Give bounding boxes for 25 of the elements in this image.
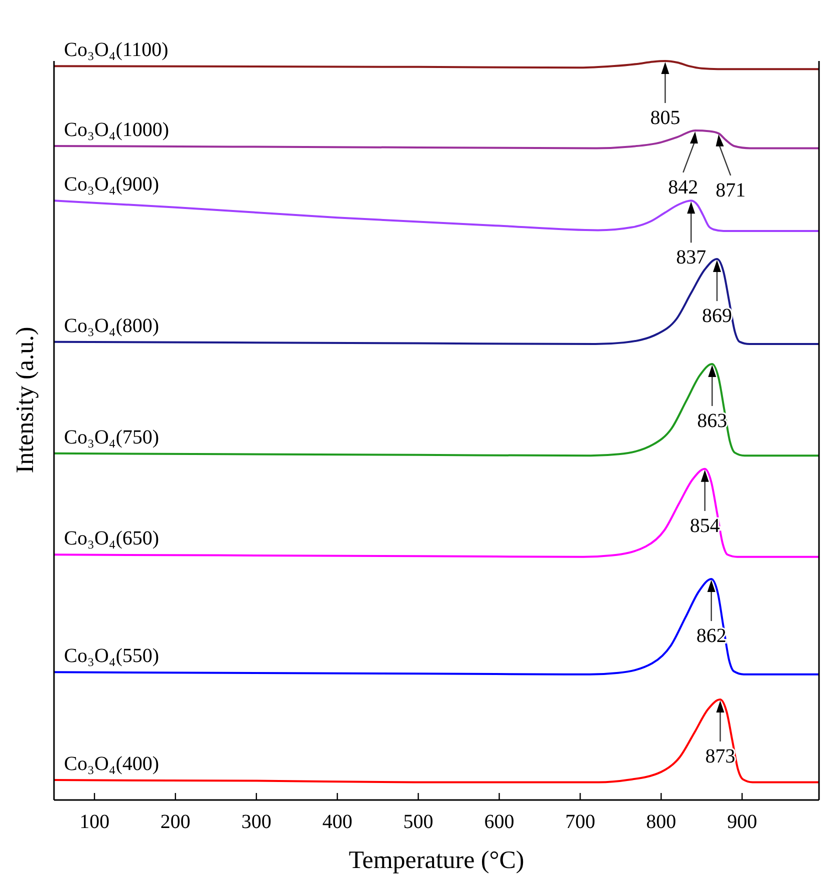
series-label: Co₃O₄(1100)	[64, 39, 168, 62]
y-axis-title: Intensity (a.u.)	[12, 326, 39, 474]
x-tick-label: 600	[484, 811, 514, 833]
series-label: Co₃O₄(400)	[64, 753, 160, 776]
x-tick-label: 800	[646, 811, 676, 833]
series-label: Co₃O₄(800)	[64, 314, 160, 337]
x-tick-label: 100	[79, 811, 110, 833]
x-tick-label: 500	[403, 811, 434, 833]
annotation: 869	[702, 305, 732, 328]
x-axis-title: Temperature (°C)	[348, 847, 524, 874]
x-tick-label: 300	[241, 811, 272, 833]
annotation: 873	[705, 745, 736, 768]
series-label: Co₃O₄(1000)	[64, 118, 170, 141]
series-label: Co₃O₄(550)	[64, 645, 160, 668]
series-label: Co₃O₄(900)	[64, 174, 160, 196]
x-tick-label: 900	[727, 811, 758, 833]
annotation: 842	[668, 176, 698, 198]
annotation: 871	[716, 179, 746, 202]
annotation: 837	[676, 246, 706, 269]
x-tick-label: 400	[322, 811, 352, 833]
x-tick-label: 200	[160, 811, 190, 833]
x-tick-label: 700	[565, 811, 596, 833]
series-label: Co₃O₄(650)	[64, 528, 160, 550]
series-label: Co₃O₄(750)	[64, 426, 160, 448]
annotation: 805	[650, 107, 680, 129]
